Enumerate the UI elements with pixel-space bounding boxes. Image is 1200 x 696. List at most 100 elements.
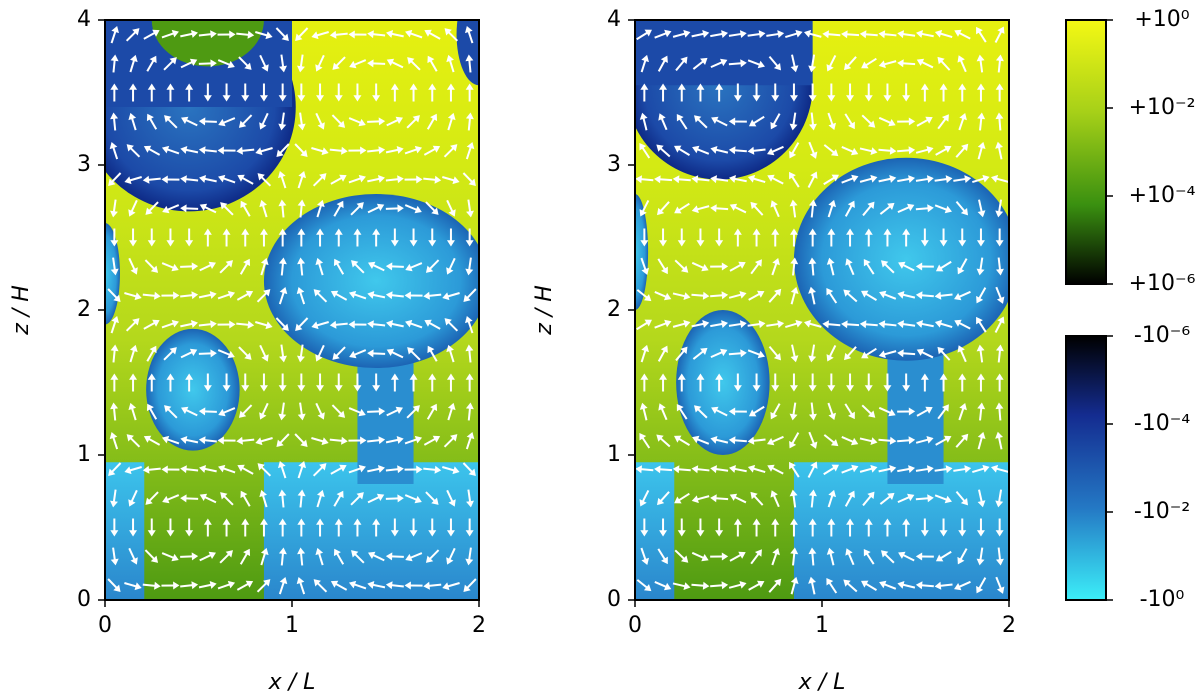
arrow xyxy=(260,147,273,153)
arrow xyxy=(810,291,816,305)
arrow-head xyxy=(180,436,188,444)
arrow xyxy=(409,322,423,329)
arrow-head xyxy=(941,404,949,412)
arrow-head xyxy=(181,116,189,124)
arrow-head xyxy=(861,290,869,298)
arrow-head xyxy=(203,518,212,525)
arrow xyxy=(659,491,670,502)
arrow-head xyxy=(110,558,119,566)
arrow xyxy=(468,349,472,363)
arrow-head xyxy=(404,581,411,590)
arrow-head xyxy=(425,555,434,563)
arrow-head xyxy=(843,579,851,587)
arrow-head xyxy=(442,292,450,301)
arrow-head xyxy=(941,114,949,122)
arrow-head xyxy=(925,116,933,124)
arrow-head xyxy=(827,95,836,102)
arrow-head xyxy=(263,579,271,587)
arrow-head xyxy=(321,437,329,446)
arrow xyxy=(131,407,137,421)
arrow-head xyxy=(790,547,799,555)
arrow-head xyxy=(915,581,923,590)
arrow xyxy=(691,551,705,559)
x-tick-label: 2 xyxy=(1002,613,1016,638)
arrow-head xyxy=(227,350,235,359)
arrow-head xyxy=(926,435,934,444)
arrow xyxy=(348,177,362,184)
arrow-head xyxy=(777,30,785,39)
arrow-head xyxy=(450,144,458,152)
arrow xyxy=(752,438,766,442)
arrow xyxy=(995,467,1009,473)
arrow-head xyxy=(315,257,324,266)
arrow-head xyxy=(851,174,859,183)
x-tick-label: 2 xyxy=(472,613,486,638)
arrow xyxy=(298,317,309,328)
arrow xyxy=(972,467,985,474)
arrow xyxy=(883,293,897,300)
arrow-head xyxy=(173,581,180,590)
arrow xyxy=(955,437,966,448)
arrow-head xyxy=(241,385,250,392)
arrow xyxy=(771,435,784,443)
arrow-head xyxy=(134,292,142,301)
arrow xyxy=(316,292,328,303)
arrow-head xyxy=(883,95,892,102)
arrow-head xyxy=(110,344,119,352)
arrow-head xyxy=(278,518,287,525)
arrow-head xyxy=(740,349,747,358)
arrow-head xyxy=(332,62,340,70)
arrow-head xyxy=(237,174,245,182)
x-axis-label: x / L xyxy=(798,670,846,695)
arrow xyxy=(467,199,472,213)
arrow-head xyxy=(198,146,206,155)
arrow-head xyxy=(789,199,798,207)
arrow-head xyxy=(181,406,189,414)
arrow-head xyxy=(463,294,471,302)
arrow xyxy=(316,494,323,508)
arrow-head xyxy=(124,176,132,185)
arrow-head xyxy=(428,373,437,380)
arrow xyxy=(734,206,747,214)
arrow-head xyxy=(295,33,303,41)
arrow-head xyxy=(278,95,287,102)
arrow-head xyxy=(367,30,374,39)
arrow xyxy=(466,578,477,589)
arrow-head xyxy=(255,437,263,446)
arrow-head xyxy=(926,465,934,474)
arrow-head xyxy=(907,493,915,502)
arrow-head xyxy=(173,291,180,300)
arrow-head xyxy=(841,30,848,39)
arrow-head xyxy=(465,240,474,247)
arrow-head xyxy=(757,60,765,69)
arrow xyxy=(423,437,436,446)
arrow-head xyxy=(260,257,269,266)
arrow-head xyxy=(663,292,672,301)
arrow xyxy=(878,177,892,183)
arrow-head xyxy=(861,351,869,359)
arrow-head xyxy=(676,403,684,412)
arrow xyxy=(696,495,710,501)
arrow-head xyxy=(691,175,699,184)
arrow-head xyxy=(147,240,156,247)
arrow-head xyxy=(916,30,923,38)
arrow xyxy=(404,438,418,445)
arrow-head xyxy=(908,146,916,155)
arrow xyxy=(640,59,647,73)
arrow xyxy=(385,468,399,472)
arrow-head xyxy=(297,257,306,265)
arrow-head xyxy=(448,209,456,217)
arrow-head xyxy=(240,200,248,209)
colorbar-tick-label: -10⁰ xyxy=(1140,587,1185,612)
arrow xyxy=(997,59,1002,73)
arrow xyxy=(222,407,236,414)
arrow-head xyxy=(368,261,376,269)
arrow-head xyxy=(466,500,474,508)
arrow xyxy=(768,345,779,357)
arrow xyxy=(129,466,142,472)
arrow-head xyxy=(428,240,437,247)
arrow-head xyxy=(427,55,435,64)
arrow-head xyxy=(680,346,688,354)
arrow xyxy=(298,27,309,38)
arrow-head xyxy=(447,402,456,411)
